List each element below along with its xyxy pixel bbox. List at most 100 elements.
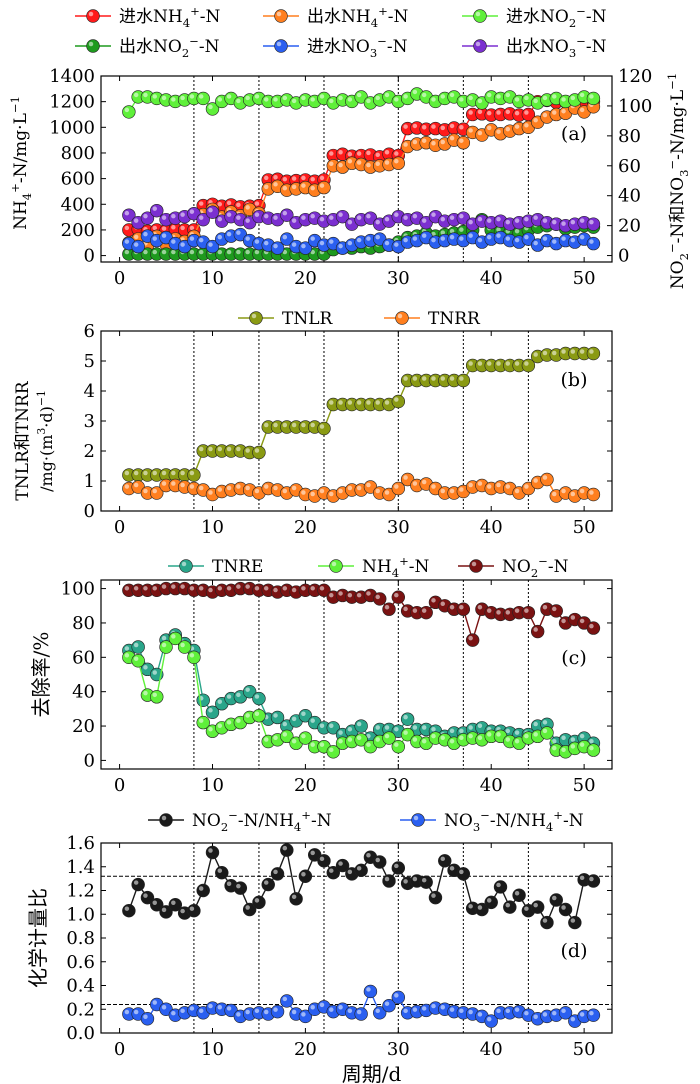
data-point-highlight — [412, 236, 418, 241]
data-point-highlight — [524, 906, 529, 911]
data-point-highlight — [236, 883, 241, 889]
data-point-highlight — [189, 209, 195, 214]
data-point — [438, 854, 452, 868]
data-point — [419, 605, 433, 620]
data-point-highlight — [124, 653, 130, 658]
data-point-highlight — [263, 175, 269, 181]
data-point-highlight — [496, 1008, 501, 1014]
data-point-highlight — [449, 376, 455, 381]
data-point-highlight — [514, 891, 520, 896]
data-point — [270, 1004, 285, 1019]
data-point-highlight — [477, 361, 483, 366]
data-point-highlight — [180, 95, 185, 101]
data-point-highlight — [189, 225, 195, 231]
data-point-highlight — [301, 243, 306, 249]
data-point-highlight — [449, 1007, 455, 1012]
y-tick-label: 1.2 — [66, 881, 95, 902]
data-point-highlight — [198, 485, 204, 491]
data-point-highlight — [198, 446, 204, 452]
data-point-highlight — [291, 98, 297, 104]
data-point-highlight — [180, 470, 185, 476]
legend-marker — [249, 311, 263, 325]
data-point-highlight — [310, 1005, 315, 1010]
data-point-highlight — [189, 484, 195, 489]
data-point-highlight — [245, 205, 250, 210]
data-point-highlight — [412, 123, 418, 129]
data-point-highlight — [198, 586, 204, 591]
data-point — [549, 604, 563, 618]
data-point-highlight — [579, 1012, 585, 1017]
y-tick-label: 0.2 — [66, 999, 95, 1020]
data-point-highlight — [542, 1012, 548, 1017]
data-point-highlight — [384, 400, 390, 405]
data-point-highlight — [356, 721, 362, 727]
data-point-highlight — [291, 587, 297, 593]
data-point-highlight — [329, 1007, 334, 1012]
data-point-highlight — [291, 176, 297, 181]
data-point-highlight — [254, 694, 260, 699]
data-point — [382, 602, 396, 616]
data-point-highlight — [208, 207, 213, 213]
data-point-highlight — [273, 97, 278, 102]
data-point-highlight — [329, 400, 334, 405]
data-point-highlight — [384, 604, 390, 610]
data-point-highlight — [251, 313, 257, 319]
data-point-highlight — [161, 907, 167, 913]
data-point-highlight — [589, 490, 594, 495]
legend-label: TNRR — [428, 309, 481, 329]
data-point-highlight — [171, 481, 176, 486]
data-point — [363, 984, 378, 999]
data-point-highlight — [412, 139, 418, 145]
data-point-highlight — [561, 349, 566, 354]
data-point-highlight — [171, 1010, 176, 1016]
data-point — [140, 1012, 155, 1026]
data-point-highlight — [310, 718, 315, 723]
data-point-highlight — [189, 470, 195, 476]
x-tick-label: 40 — [480, 775, 503, 796]
data-point — [205, 845, 220, 860]
data-point-highlight — [440, 94, 446, 99]
data-point-highlight — [338, 730, 343, 735]
x-tick-label: 0 — [114, 517, 125, 538]
data-point — [493, 880, 508, 894]
data-point-highlight — [282, 95, 288, 101]
data-point-highlight — [273, 713, 278, 718]
data-point-highlight — [282, 176, 288, 182]
data-point-highlight — [486, 125, 492, 131]
data-point-highlight — [273, 587, 278, 593]
data-point-highlight — [124, 586, 130, 591]
data-point-highlight — [319, 1002, 325, 1008]
data-point-highlight — [579, 742, 585, 747]
data-point-highlight — [403, 237, 408, 243]
data-point-highlight — [356, 592, 362, 598]
data-point-highlight — [486, 92, 492, 98]
data-point — [586, 1008, 601, 1022]
y-right-tick-label: 0 — [618, 246, 629, 267]
legend-marker — [86, 39, 100, 53]
data-point — [391, 156, 406, 170]
data-point-highlight — [505, 109, 511, 115]
data-point-highlight — [198, 249, 204, 255]
data-point-highlight — [263, 586, 269, 591]
data-point-highlight — [375, 161, 380, 167]
data-point-highlight — [589, 738, 594, 744]
data-point-highlight — [440, 1005, 446, 1010]
data-point-highlight — [338, 861, 343, 866]
data-point-highlight — [366, 742, 371, 747]
data-point-highlight — [394, 151, 399, 156]
data-point-highlight — [245, 485, 250, 491]
legend-label: 出水NH4+​-N — [307, 4, 408, 30]
panel-label: (d) — [561, 940, 588, 962]
legend-marker — [411, 813, 425, 827]
data-point-highlight — [496, 110, 501, 115]
data-point-highlight — [421, 608, 427, 613]
data-point-highlight — [291, 485, 297, 491]
data-point-highlight — [133, 880, 139, 885]
data-point-highlight — [263, 240, 269, 246]
data-point-highlight — [273, 175, 278, 180]
data-point-highlight — [347, 869, 353, 875]
data-point-highlight — [468, 95, 473, 101]
data-point-highlight — [152, 206, 157, 211]
x-tick-label: 10 — [201, 1039, 224, 1060]
data-point — [521, 605, 536, 620]
